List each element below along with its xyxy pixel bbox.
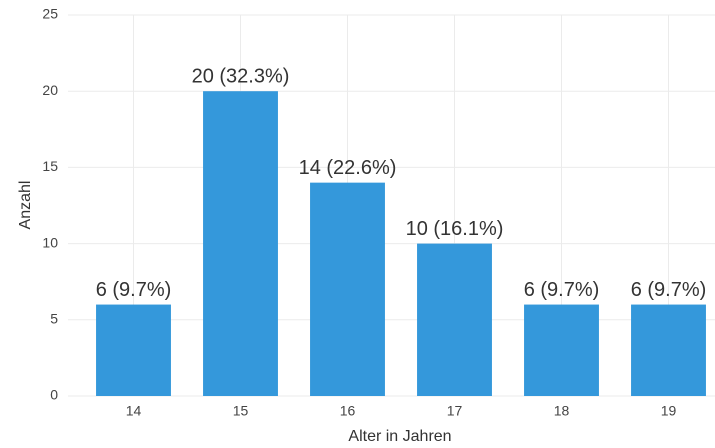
- data-label: 10 (16.1%): [406, 218, 504, 240]
- data-label: 20 (32.3%): [192, 65, 290, 87]
- bar: [417, 243, 492, 396]
- bar: [310, 182, 385, 396]
- x-tick-label: 15: [233, 403, 249, 419]
- y-tick-label: 20: [42, 82, 58, 98]
- y-axis-label: Anzahl: [17, 181, 34, 230]
- bar: [96, 304, 171, 396]
- x-tick-label: 17: [447, 403, 463, 419]
- y-tick-label: 0: [50, 387, 58, 403]
- y-tick-label: 5: [50, 311, 58, 327]
- x-axis-label: Alter in Jahren: [348, 428, 451, 445]
- data-label: 6 (9.7%): [524, 279, 600, 301]
- x-tick-label: 14: [126, 403, 142, 419]
- y-tick-label: 10: [42, 234, 58, 250]
- x-tick-label: 19: [661, 403, 677, 419]
- bar: [631, 304, 706, 396]
- y-tick-label: 25: [42, 6, 58, 22]
- y-tick-label: 15: [42, 158, 58, 174]
- x-tick-label: 18: [554, 403, 570, 419]
- bar: [203, 91, 278, 396]
- bar: [524, 304, 599, 396]
- data-label: 6 (9.7%): [96, 279, 172, 301]
- data-label: 6 (9.7%): [631, 279, 707, 301]
- x-tick-label: 16: [340, 403, 356, 419]
- data-label: 14 (22.6%): [299, 157, 397, 179]
